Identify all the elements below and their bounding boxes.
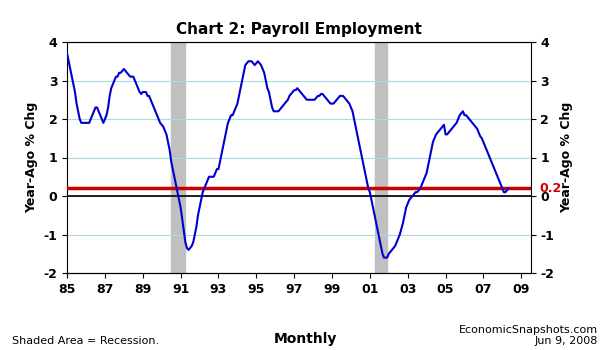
Bar [375, 42, 387, 273]
Y-axis label: Year-Ago % Chg: Year-Ago % Chg [25, 102, 38, 213]
Y-axis label: Year-Ago % Chg: Year-Ago % Chg [560, 102, 573, 213]
Text: Monthly: Monthly [273, 332, 337, 346]
Title: Chart 2: Payroll Employment: Chart 2: Payroll Employment [176, 22, 422, 37]
Text: 0.2: 0.2 [539, 182, 561, 195]
Bar [171, 42, 185, 273]
Text: EconomicSnapshots.com
Jun 9, 2008: EconomicSnapshots.com Jun 9, 2008 [459, 325, 598, 346]
Text: Shaded Area = Recession.: Shaded Area = Recession. [12, 336, 159, 346]
